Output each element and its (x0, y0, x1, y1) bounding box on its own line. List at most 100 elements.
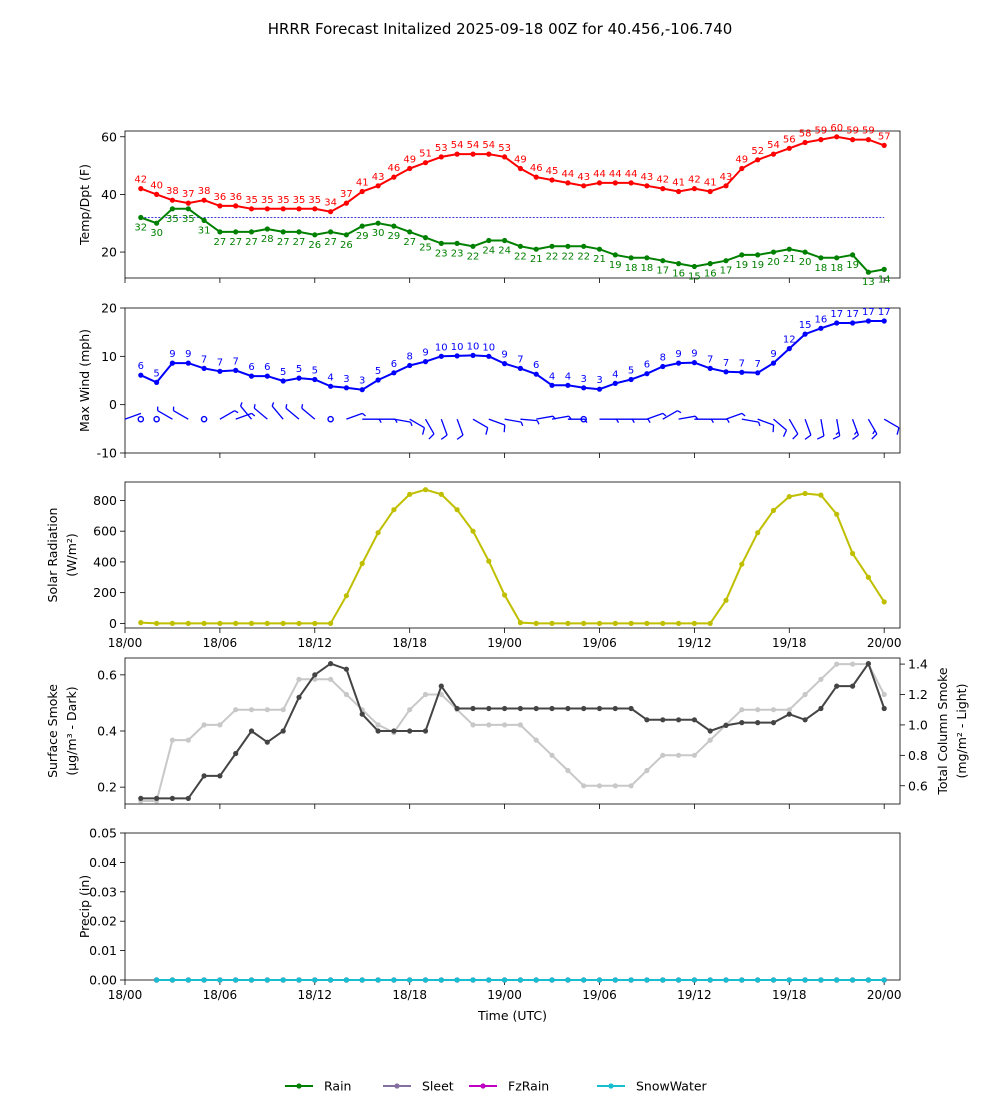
column_smoke-point (280, 707, 286, 713)
dewpoint-point (154, 220, 160, 226)
wind-point (343, 385, 349, 391)
dewpoint-data-label: 27 (229, 237, 242, 248)
temp-data-label: 35 (293, 195, 306, 206)
temp-data-label: 36 (214, 192, 227, 203)
wind-data-label: 17 (878, 307, 891, 318)
temp-point (723, 183, 729, 189)
surface_smoke-point (881, 705, 887, 712)
y2-axis-unit: (mg/m² - Light) (954, 684, 969, 779)
temp-point (280, 206, 286, 212)
column_smoke-point (739, 707, 745, 713)
barb-staff (646, 412, 664, 420)
barb-staff (504, 418, 522, 423)
solar-point (407, 491, 413, 497)
wind-barb (440, 418, 448, 440)
calm-wind-barb (200, 415, 208, 423)
x-tick-label: 20/00 (867, 988, 902, 1002)
barb-staff (472, 418, 489, 429)
solar-point (154, 620, 160, 627)
dewpoint-point (217, 229, 223, 235)
snowwater-point (834, 977, 840, 983)
temp-point (296, 206, 302, 212)
dewpoint-data-label: 22 (562, 251, 575, 262)
surface_smoke-point (612, 705, 618, 712)
temp-data-label: 37 (182, 189, 195, 200)
temp-point (517, 165, 524, 172)
snowwater-point (565, 977, 571, 983)
surface_smoke-point (422, 728, 429, 734)
surface_smoke-point (834, 683, 840, 689)
barb-feather (440, 434, 448, 440)
legend-label: Sleet (422, 1079, 454, 1094)
barb-feather (817, 435, 825, 440)
column_smoke-point (248, 707, 255, 713)
column_smoke-point (486, 722, 492, 728)
y2-tick-label: 0.6 (908, 778, 928, 793)
temp-point (422, 160, 429, 166)
y2-tick-label: 1.0 (908, 717, 928, 732)
solar-point (581, 620, 587, 627)
temp-point (375, 183, 381, 189)
column_smoke-point (581, 783, 587, 789)
barb-feather (852, 434, 859, 440)
x-tick-label: 20/00 (867, 636, 902, 650)
panel-4: 0.2 0.4 0.6 Surface Smoke (μg/m³ - Dark) 0.6 0… (45, 657, 969, 809)
temp-data-label: 59 (815, 126, 828, 137)
wind-point (818, 325, 824, 331)
temp-point (328, 209, 334, 215)
y-tick-label: 10 (101, 349, 117, 364)
dewpoint-point (818, 255, 824, 261)
y-tick-label: 0.05 (89, 826, 117, 841)
barb-feather (456, 434, 464, 440)
temp-data-label: 43 (641, 172, 654, 183)
surface_smoke-point (312, 672, 318, 678)
temp-point (154, 191, 160, 197)
wind-data-label: 5 (296, 364, 302, 375)
solar-point (596, 620, 603, 627)
surface_smoke-point (296, 694, 302, 700)
temp-data-label: 53 (498, 143, 511, 154)
snowwater-point (865, 977, 872, 983)
wind-point (881, 318, 887, 324)
surface_smoke-point (850, 683, 856, 689)
wind-barb (456, 418, 464, 440)
solar-series (138, 487, 887, 627)
temp-point (233, 203, 239, 209)
column_smoke-point (850, 661, 856, 667)
surface_smoke-point (169, 795, 175, 802)
surface_smoke-point (596, 705, 603, 712)
surface_smoke-point (786, 711, 792, 717)
wind-barb (832, 419, 841, 440)
solar-point (248, 620, 255, 627)
x-tick-label: 18/00 (108, 636, 143, 650)
column_smoke-point (328, 676, 334, 682)
dewpoint-point (596, 246, 603, 252)
solar-point (343, 593, 349, 599)
solar-point (691, 620, 698, 627)
barb-staff (301, 407, 316, 420)
solar-point (217, 620, 223, 627)
x-tick-label: 19/00 (487, 988, 522, 1002)
snowwater-point (296, 977, 302, 983)
temp-data-label: 45 (546, 166, 559, 177)
solar-point (280, 620, 286, 627)
wind-point (549, 382, 555, 388)
column_smoke-point (802, 691, 808, 698)
surface_smoke-point (359, 711, 365, 717)
dewpoint-data-label: 22 (514, 251, 527, 262)
solar-point (185, 620, 191, 627)
barb-staff (173, 410, 189, 420)
barb-staff (235, 412, 252, 420)
wind-barb (817, 419, 825, 440)
wind-barb (710, 418, 730, 424)
wind-point (280, 378, 286, 384)
y-tick-label: 0.03 (89, 884, 117, 899)
barb-feather (503, 424, 506, 433)
dewpoint-data-label: 27 (403, 237, 416, 248)
snowwater-point (881, 977, 887, 983)
barb-feather (677, 410, 682, 414)
wind-barb (424, 418, 435, 440)
temp-point (881, 142, 887, 148)
wind-barb (393, 418, 413, 427)
